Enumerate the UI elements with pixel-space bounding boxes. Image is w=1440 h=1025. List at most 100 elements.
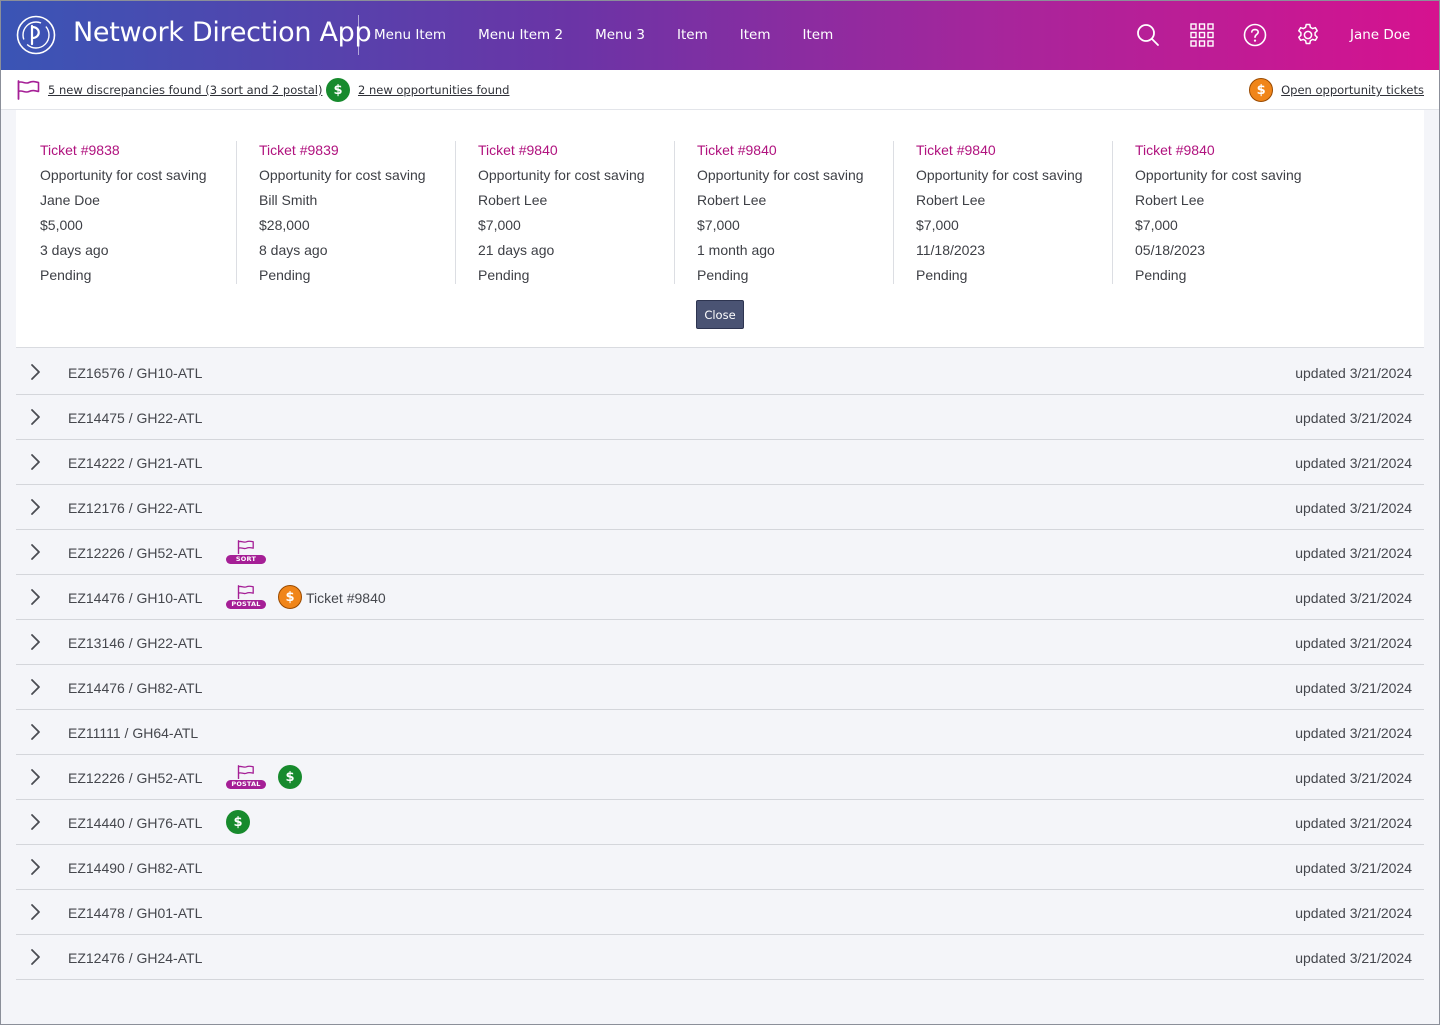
updated-date: updated 3/21/2024 xyxy=(1295,905,1412,921)
location-id: EZ14490 / GH82-ATL xyxy=(68,860,203,876)
flag-icon xyxy=(237,585,254,599)
ticket-owner: Robert Lee xyxy=(1135,192,1205,208)
chevron-right-icon[interactable] xyxy=(28,498,44,516)
list-item[interactable]: EZ14440 / GH76-ATL $ updated 3/21/2024 xyxy=(16,800,1424,845)
updated-date: updated 3/21/2024 xyxy=(1295,455,1412,471)
opportunities-notice: $ 2 new opportunities found xyxy=(326,78,509,102)
open-tickets-notice: $ Open opportunity tickets xyxy=(1249,78,1424,102)
ticket-card[interactable]: Ticket #9840 Opportunity for cost saving R… xyxy=(894,141,1113,284)
chevron-right-icon[interactable] xyxy=(28,723,44,741)
opportunities-link[interactable]: 2 new opportunities found xyxy=(358,83,510,97)
app-title: Network Direction App xyxy=(73,17,372,48)
nav-item-item-3[interactable]: Item xyxy=(802,27,834,43)
list-item[interactable]: EZ11111 / GH64-ATL updated 3/21/2024 xyxy=(16,710,1424,755)
app-logo-icon[interactable] xyxy=(16,15,56,55)
nav-item-menu-item[interactable]: Menu Item xyxy=(374,27,447,43)
chevron-right-icon[interactable] xyxy=(28,453,44,471)
list-item[interactable]: EZ14222 / GH21-ATL updated 3/21/2024 xyxy=(16,440,1424,485)
ticket-description: Opportunity for cost saving xyxy=(259,167,426,183)
main-nav: Menu Item Menu Item 2 Menu 3 Item Item I… xyxy=(374,0,865,70)
ticket-title[interactable]: Ticket #9840 xyxy=(478,142,558,158)
location-id: EZ12226 / GH52-ATL xyxy=(68,770,203,786)
apps-grid-icon[interactable] xyxy=(1189,22,1215,48)
chevron-right-icon[interactable] xyxy=(28,858,44,876)
ticket-owner: Bill Smith xyxy=(259,192,318,208)
search-icon[interactable] xyxy=(1135,22,1161,48)
list-item[interactable]: EZ14476 / GH82-ATL updated 3/21/2024 xyxy=(16,665,1424,710)
location-id: EZ13146 / GH22-ATL xyxy=(68,635,203,651)
ticket-status: Pending xyxy=(916,267,968,283)
discrepancies-link[interactable]: 5 new discrepancies found (3 sort and 2 … xyxy=(48,83,323,97)
ticket-title[interactable]: Ticket #9840 xyxy=(916,142,996,158)
ticket-title[interactable]: Ticket #9840 xyxy=(697,142,777,158)
notification-bar: 5 new discrepancies found (3 sort and 2 … xyxy=(0,70,1440,110)
ticket-content: Ticket #9840 Opportunity for cost saving R… xyxy=(916,141,1102,291)
list-item[interactable]: EZ14490 / GH82-ATL updated 3/21/2024 xyxy=(16,845,1424,890)
ticket-status: Pending xyxy=(478,267,530,283)
flag-icon xyxy=(17,80,40,100)
ticket-description: Opportunity for cost saving xyxy=(40,167,207,183)
ticket-age: 8 days ago xyxy=(259,242,328,258)
chevron-right-icon[interactable] xyxy=(28,903,44,921)
flag-icon xyxy=(237,540,254,554)
nav-item-menu-3[interactable]: Menu 3 xyxy=(595,27,646,43)
ticket-amount: $7,000 xyxy=(1135,217,1178,233)
help-icon[interactable] xyxy=(1242,22,1268,48)
chevron-right-icon[interactable] xyxy=(28,678,44,696)
updated-date: updated 3/21/2024 xyxy=(1295,410,1412,426)
ticket-list: Ticket #9838 Opportunity for cost saving J… xyxy=(40,141,1332,284)
location-id: EZ14222 / GH21-ATL xyxy=(68,455,203,471)
list-item[interactable]: EZ14476 / GH10-ATL POSTAL $ Ticket #9840 upd… xyxy=(16,575,1424,620)
chevron-right-icon[interactable] xyxy=(28,948,44,966)
user-menu[interactable]: Jane Doe xyxy=(1350,27,1411,43)
updated-date: updated 3/21/2024 xyxy=(1295,950,1412,966)
ticket-card[interactable]: Ticket #9838 Opportunity for cost saving J… xyxy=(40,141,237,284)
settings-gear-icon[interactable] xyxy=(1295,22,1321,48)
list-item[interactable]: EZ12226 / GH52-ATL SORT updated 3/21/2024 xyxy=(16,530,1424,575)
ticket-content: Ticket #9840 Opportunity for cost saving R… xyxy=(697,141,883,291)
header-divider xyxy=(358,15,359,55)
nav-item-item-2[interactable]: Item xyxy=(739,27,771,43)
updated-date: updated 3/21/2024 xyxy=(1295,635,1412,651)
chevron-right-icon[interactable] xyxy=(28,813,44,831)
location-list: EZ16576 / GH10-ATL updated 3/21/2024 EZ144… xyxy=(16,350,1424,980)
dollar-coin-icon: $ xyxy=(226,810,250,834)
row-ticket-link[interactable]: Ticket #9840 xyxy=(306,590,386,606)
chevron-right-icon[interactable] xyxy=(28,768,44,786)
close-button[interactable]: Close xyxy=(696,300,744,329)
ticket-card[interactable]: Ticket #9839 Opportunity for cost saving B… xyxy=(237,141,456,284)
list-item[interactable]: EZ14475 / GH22-ATL updated 3/21/2024 xyxy=(16,395,1424,440)
dollar-coin-icon: $ xyxy=(278,585,302,609)
nav-item-menu-item-2[interactable]: Menu Item 2 xyxy=(478,27,564,43)
list-item[interactable]: EZ13146 / GH22-ATL updated 3/21/2024 xyxy=(16,620,1424,665)
list-item[interactable]: EZ12476 / GH24-ATL updated 3/21/2024 xyxy=(16,935,1424,980)
chevron-right-icon[interactable] xyxy=(28,363,44,381)
chevron-right-icon[interactable] xyxy=(28,408,44,426)
ticket-age: 21 days ago xyxy=(478,242,555,258)
ticket-card[interactable]: Ticket #9840 Opportunity for cost saving R… xyxy=(1113,141,1332,284)
ticket-content: Ticket #9840 Opportunity for cost saving R… xyxy=(1135,141,1322,291)
chevron-right-icon[interactable] xyxy=(28,588,44,606)
ticket-amount: $7,000 xyxy=(478,217,521,233)
list-item[interactable]: EZ12176 / GH22-ATL updated 3/21/2024 xyxy=(16,485,1424,530)
ticket-description: Opportunity for cost saving xyxy=(697,167,864,183)
ticket-content: Ticket #9839 Opportunity for cost saving B… xyxy=(259,141,445,291)
location-id: EZ14475 / GH22-ATL xyxy=(68,410,203,426)
ticket-card[interactable]: Ticket #9840 Opportunity for cost saving R… xyxy=(675,141,894,284)
ticket-amount: $5,000 xyxy=(40,217,83,233)
list-item[interactable]: EZ12226 / GH52-ATL POSTAL $ updated 3/21/20… xyxy=(16,755,1424,800)
badge-label: POSTAL xyxy=(226,600,266,609)
ticket-description: Opportunity for cost saving xyxy=(1135,167,1302,183)
updated-date: updated 3/21/2024 xyxy=(1295,680,1412,696)
chevron-right-icon[interactable] xyxy=(28,633,44,651)
chevron-right-icon[interactable] xyxy=(28,543,44,561)
ticket-title[interactable]: Ticket #9840 xyxy=(1135,142,1215,158)
ticket-card[interactable]: Ticket #9840 Opportunity for cost saving R… xyxy=(456,141,675,284)
open-tickets-link[interactable]: Open opportunity tickets xyxy=(1281,83,1424,97)
list-item[interactable]: EZ16576 / GH10-ATL updated 3/21/2024 xyxy=(16,350,1424,395)
nav-item-item-1[interactable]: Item xyxy=(677,27,708,43)
ticket-title[interactable]: Ticket #9838 xyxy=(40,142,120,158)
ticket-description: Opportunity for cost saving xyxy=(478,167,645,183)
list-item[interactable]: EZ14478 / GH01-ATL updated 3/21/2024 xyxy=(16,890,1424,935)
ticket-title[interactable]: Ticket #9839 xyxy=(259,142,339,158)
